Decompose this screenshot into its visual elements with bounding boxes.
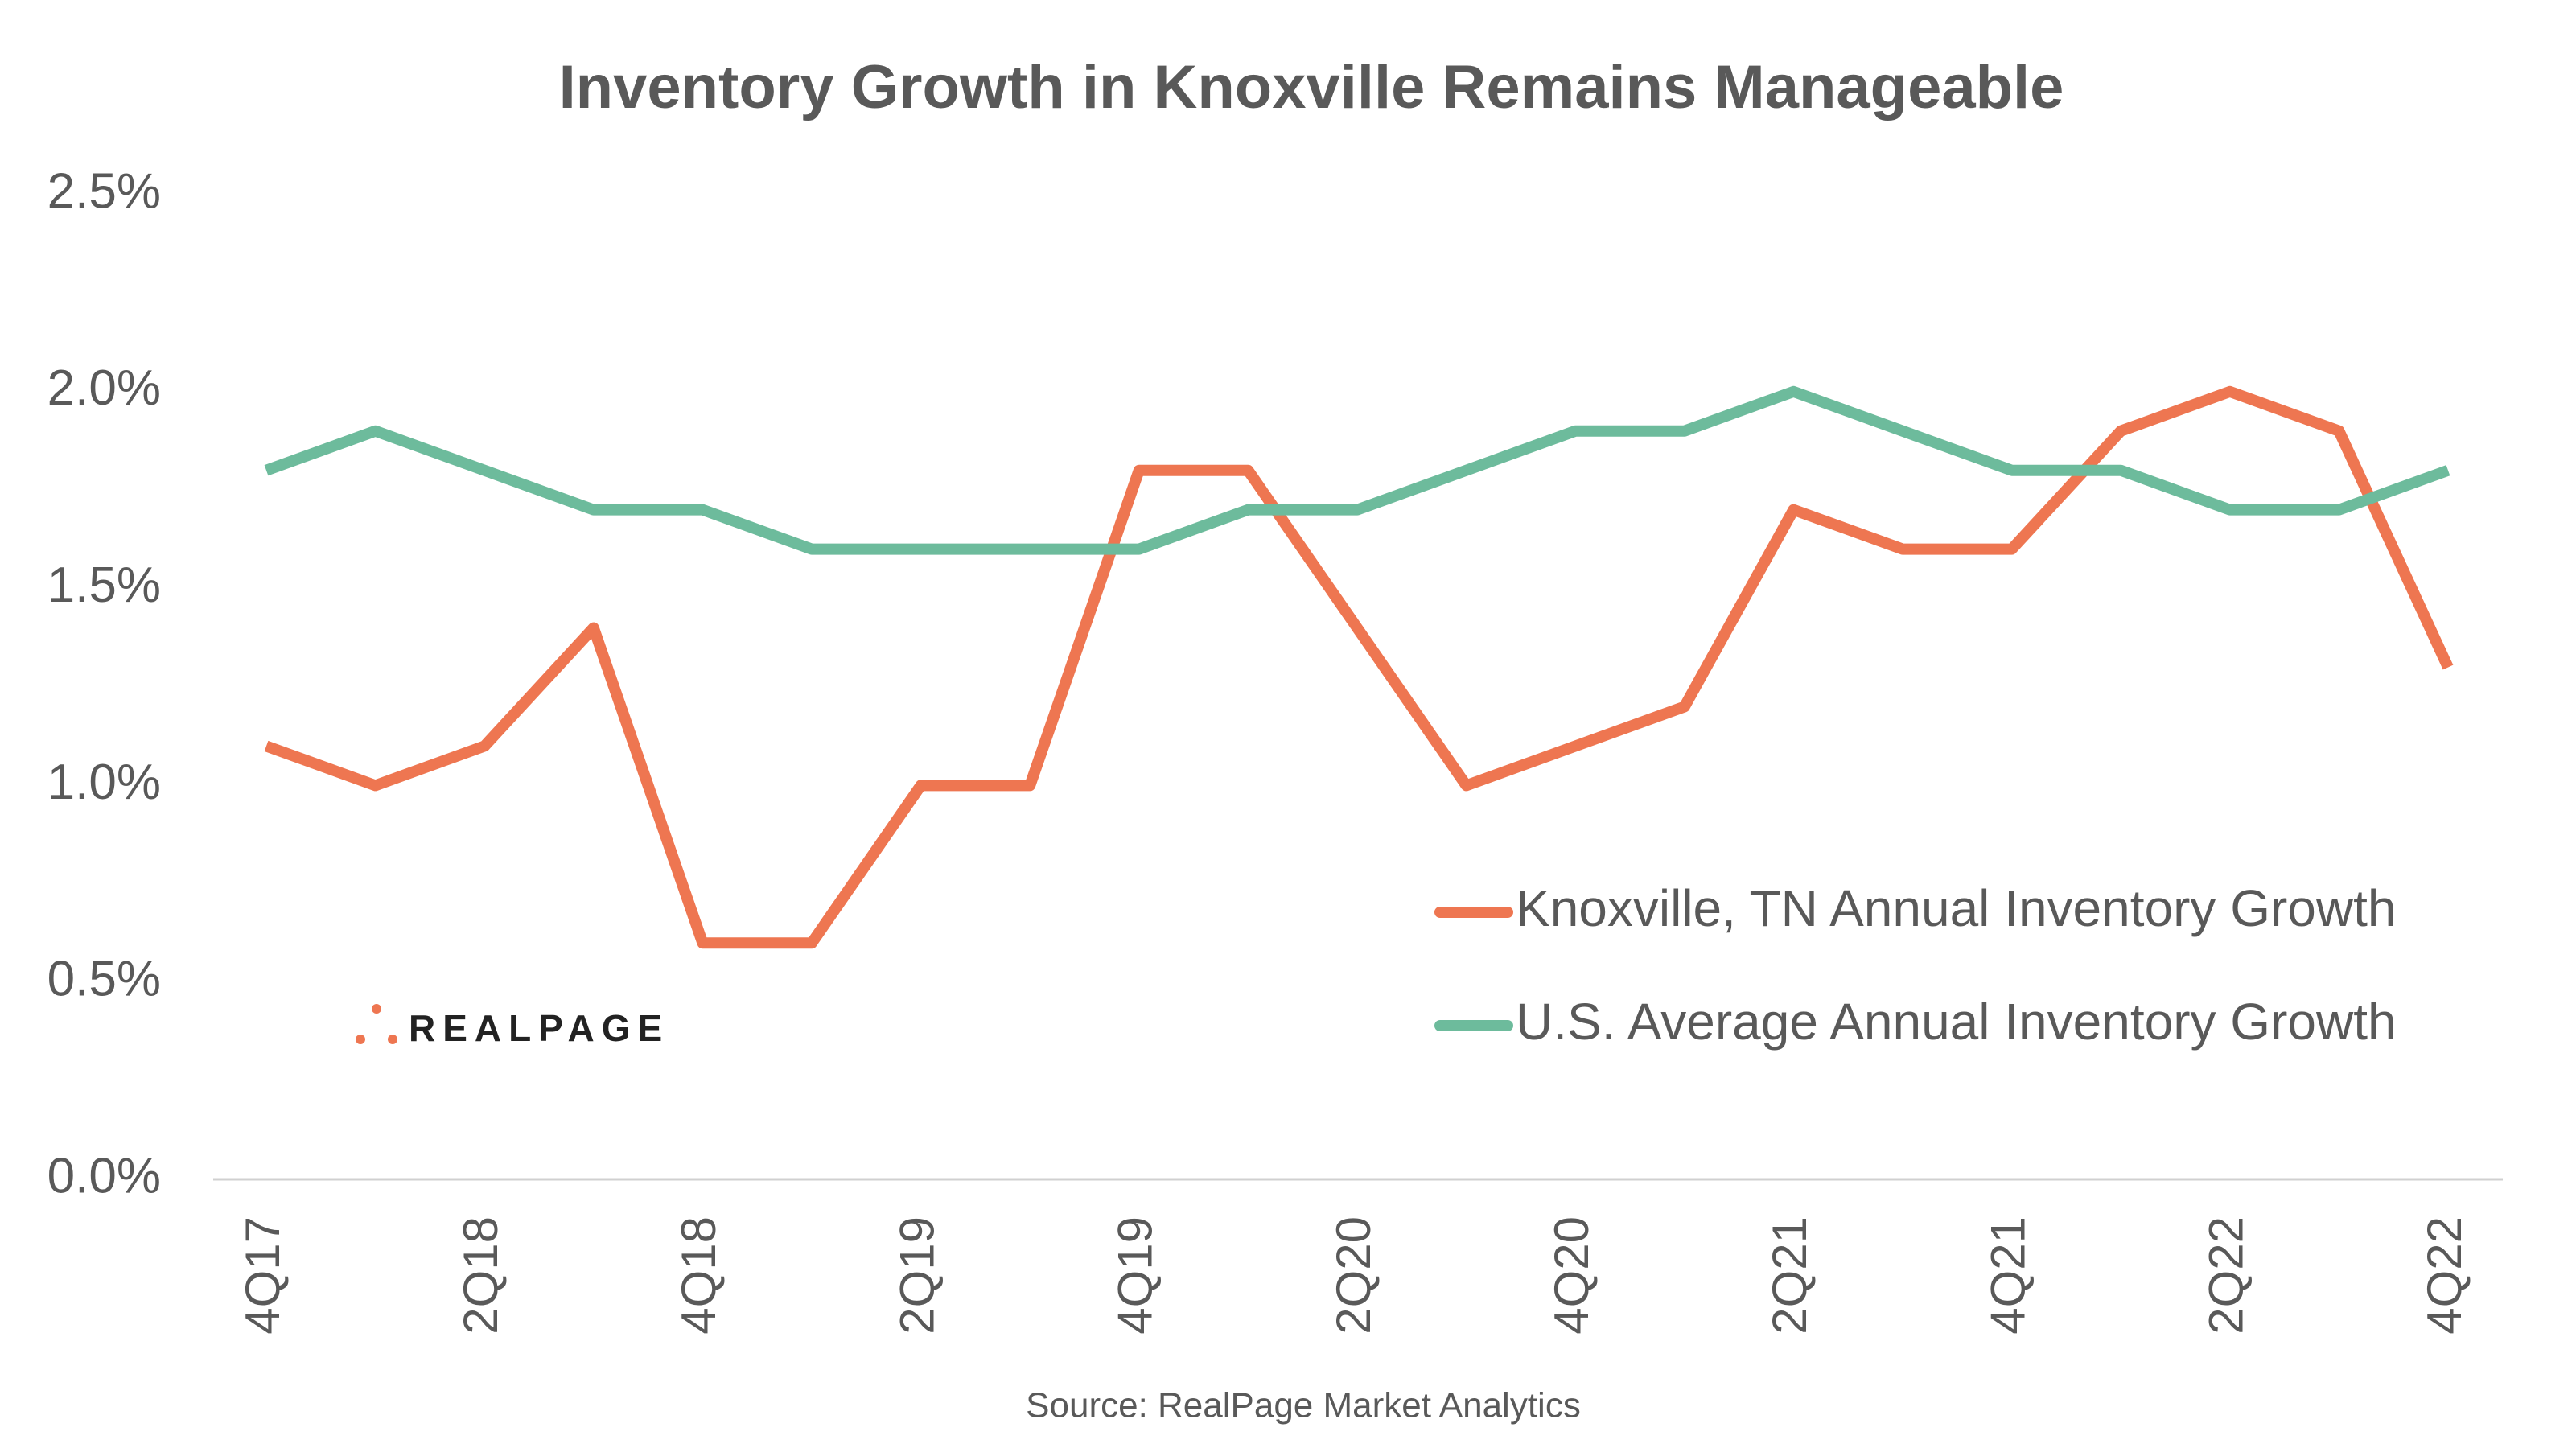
x-tick-label: 2Q18 [454, 1216, 508, 1335]
y-tick-label: 1.5% [47, 557, 161, 613]
logo-text: REALPAGE [409, 1007, 669, 1049]
x-tick-label: 4Q18 [672, 1216, 726, 1335]
series-line [264, 385, 2450, 555]
x-tick-label: 4Q19 [1109, 1216, 1162, 1335]
y-tick-label: 0.0% [47, 1148, 161, 1203]
x-tick-label: 4Q17 [236, 1216, 290, 1335]
y-tick-label: 2.0% [47, 360, 161, 416]
y-tick-label: 1.0% [47, 755, 161, 810]
logo-dot [356, 1035, 365, 1044]
x-tick-label: 4Q20 [1545, 1216, 1599, 1335]
x-tick-label: 2Q19 [890, 1216, 944, 1335]
x-tick-label: 4Q22 [2418, 1216, 2471, 1335]
y-tick-label: 0.5% [47, 952, 161, 1007]
x-tick-label: 4Q21 [1981, 1216, 2035, 1335]
logo: REALPAGE [356, 1004, 669, 1049]
legend-label: Knoxville, TN Annual Inventory Growth [1516, 879, 2396, 937]
source-note: Source: RealPage Market Analytics [1026, 1386, 1581, 1425]
chart-title: Inventory Growth in Knoxville Remains Ma… [559, 53, 2064, 121]
logo-dot [388, 1035, 397, 1044]
legend-label: U.S. Average Annual Inventory Growth [1516, 993, 2397, 1051]
x-tick-label: 2Q21 [1763, 1216, 1817, 1335]
logo-dot [372, 1004, 381, 1014]
y-tick-label: 2.5% [47, 163, 161, 219]
x-tick-label: 2Q20 [1327, 1216, 1381, 1335]
x-tick-label: 2Q22 [2199, 1216, 2253, 1335]
